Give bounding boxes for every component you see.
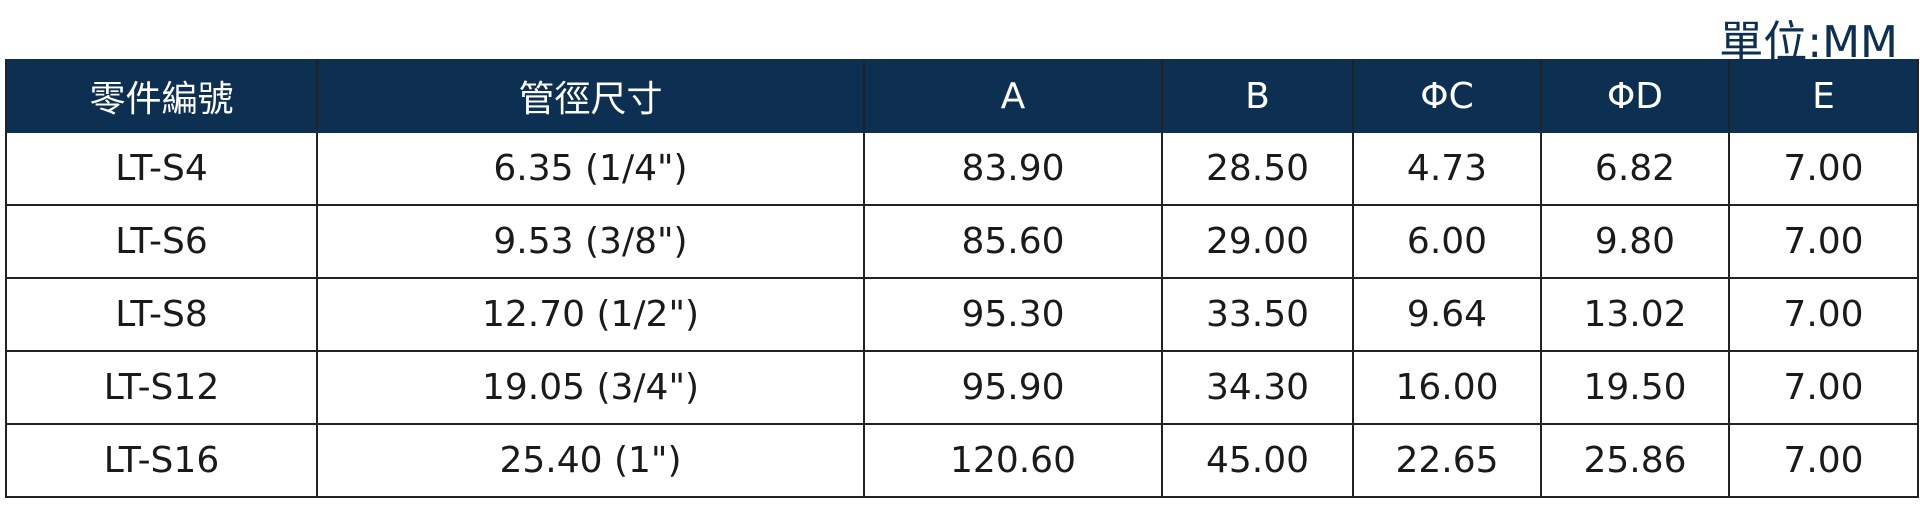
table-cell: 34.30 (1161, 350, 1354, 425)
table-cell: 9.64 (1352, 277, 1542, 352)
table-row: LT-S8 12.70 (1/2") 95.30 33.50 9.64 13.02 7.00 (5, 277, 1919, 352)
table-cell: 19.05 (3/4") (316, 350, 865, 425)
table-cell: 25.40 (1") (316, 423, 865, 498)
spec-table: 零件編號 管徑尺寸 A B ΦC ΦD E LT-S4 6.35 (1/4") 83.90 28.… (5, 59, 1919, 498)
table-cell: 29.00 (1161, 204, 1354, 279)
table-cell: LT-S12 (5, 350, 318, 425)
table-cell: 6.00 (1352, 204, 1542, 279)
table-cell: 13.02 (1540, 277, 1730, 352)
table-cell: 7.00 (1728, 423, 1919, 498)
table-cell: 85.60 (863, 204, 1163, 279)
table-cell: 33.50 (1161, 277, 1354, 352)
table-cell: 7.00 (1728, 350, 1919, 425)
table-cell: 7.00 (1728, 277, 1919, 352)
table-cell: 45.00 (1161, 423, 1354, 498)
table-cell: 25.86 (1540, 423, 1730, 498)
table-cell: 19.50 (1540, 350, 1730, 425)
header-cell: 管徑尺寸 (316, 59, 865, 133)
table-cell: 95.30 (863, 277, 1163, 352)
table-cell: 83.90 (863, 131, 1163, 206)
header-cell: ΦD (1540, 59, 1730, 133)
header-cell: A (863, 59, 1163, 133)
table-cell: LT-S8 (5, 277, 318, 352)
table-cell: 12.70 (1/2") (316, 277, 865, 352)
table-cell: 22.65 (1352, 423, 1542, 498)
table-cell: 28.50 (1161, 131, 1354, 206)
table-cell: LT-S16 (5, 423, 318, 498)
table-row: LT-S16 25.40 (1") 120.60 45.00 22.65 25.86 7.0… (5, 423, 1919, 498)
table-row: LT-S6 9.53 (3/8") 85.60 29.00 6.00 9.80 7.00 (5, 204, 1919, 279)
table-cell: 7.00 (1728, 131, 1919, 206)
header-cell: 零件編號 (5, 59, 318, 133)
table-cell: LT-S6 (5, 204, 318, 279)
table-row: LT-S4 6.35 (1/4") 83.90 28.50 4.73 6.82 7.00 (5, 131, 1919, 206)
table-cell: 6.35 (1/4") (316, 131, 865, 206)
table-cell: 6.82 (1540, 131, 1730, 206)
table-cell: 95.90 (863, 350, 1163, 425)
table-cell: 120.60 (863, 423, 1163, 498)
header-row: 零件編號 管徑尺寸 A B ΦC ΦD E (5, 59, 1919, 133)
table-cell: 9.80 (1540, 204, 1730, 279)
header-cell: B (1161, 59, 1354, 133)
table-cell: LT-S4 (5, 131, 318, 206)
header-cell: ΦC (1352, 59, 1542, 133)
table-cell: 16.00 (1352, 350, 1542, 425)
table-cell: 9.53 (3/8") (316, 204, 865, 279)
header-cell: E (1728, 59, 1919, 133)
table-cell: 4.73 (1352, 131, 1542, 206)
table-cell: 7.00 (1728, 204, 1919, 279)
table-row: LT-S12 19.05 (3/4") 95.90 34.30 16.00 19.50 7.… (5, 350, 1919, 425)
